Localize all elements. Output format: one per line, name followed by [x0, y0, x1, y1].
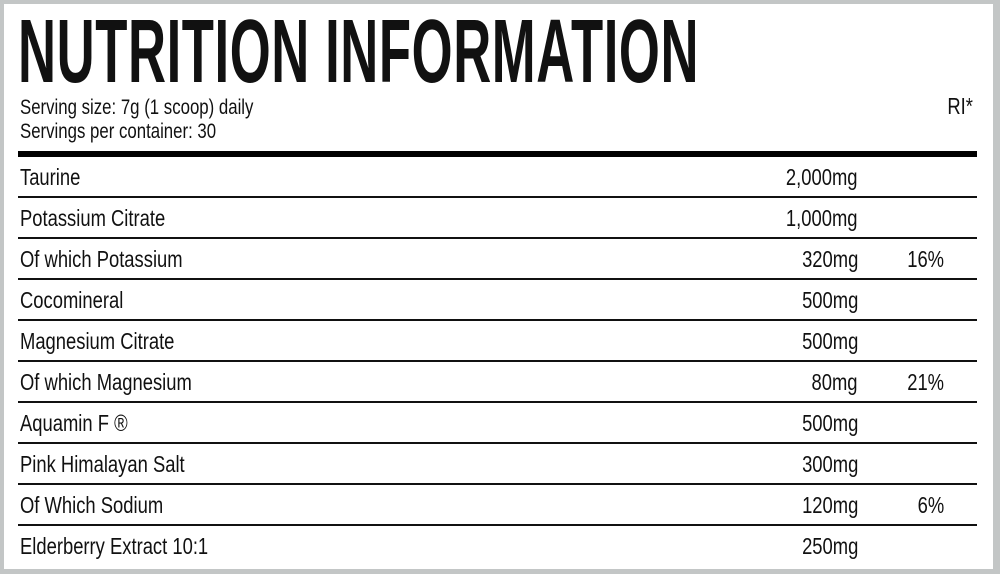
ri-header: RI* [947, 93, 973, 119]
serving-size: Serving size: 7g (1 scoop) daily [20, 96, 254, 119]
table-row: Pink Himalayan Salt 300mg [18, 444, 977, 485]
nutrition-table: Taurine 2,000mg Potassium Citrate 1,000mg Of… [18, 157, 977, 567]
nutrient-amount: 320mg [801, 246, 858, 272]
nutrient-name: Pink Himalayan Salt [20, 451, 185, 477]
nutrient-name: Magnesium Citrate [20, 328, 175, 354]
nutrient-amount: 120mg [801, 492, 858, 518]
nutrient-ri: 16% [907, 246, 944, 272]
table-row: Of Which Sodium 120mg 6% [18, 485, 977, 526]
table-row: Potassium Citrate 1,000mg [18, 198, 977, 239]
nutrient-amount: 500mg [801, 328, 858, 354]
table-row: Taurine 2,000mg [18, 157, 977, 198]
table-row: Of which Potassium 320mg 16% [18, 239, 977, 280]
nutrient-name: Of which Potassium [20, 246, 183, 272]
nutrient-name: Aquamin F ® [20, 410, 128, 436]
nutrient-amount: 80mg [811, 369, 858, 395]
table-row: Aquamin F ® 500mg [18, 403, 977, 444]
nutrient-amount: 500mg [801, 287, 858, 313]
table-row: Elderberry Extract 10:1 250mg [18, 526, 977, 567]
nutrient-ri: 21% [907, 369, 944, 395]
nutrient-amount: 300mg [801, 451, 858, 477]
nutrient-amount: 500mg [801, 410, 858, 436]
nutrient-amount: 1,000mg [786, 205, 858, 231]
table-row: Cocomineral 500mg [18, 280, 977, 321]
page-title: NUTRITION INFORMATION [18, 2, 700, 102]
nutrient-name: Of which Magnesium [20, 369, 192, 395]
nutrient-name: Potassium Citrate [20, 205, 166, 231]
header-divider [18, 151, 977, 157]
nutrient-name: Of Which Sodium [20, 492, 164, 518]
table-row: Magnesium Citrate 500mg [18, 321, 977, 362]
nutrient-ri: 6% [917, 492, 944, 518]
servings-per-container: Servings per container: 30 [20, 120, 217, 143]
nutrient-amount: 250mg [801, 533, 858, 559]
nutrient-amount: 2,000mg [786, 164, 858, 190]
nutrient-name: Elderberry Extract 10:1 [20, 533, 209, 559]
nutrient-name: Cocomineral [20, 287, 124, 313]
table-row: Of which Magnesium 80mg 21% [18, 362, 977, 403]
nutrient-name: Taurine [20, 164, 81, 190]
